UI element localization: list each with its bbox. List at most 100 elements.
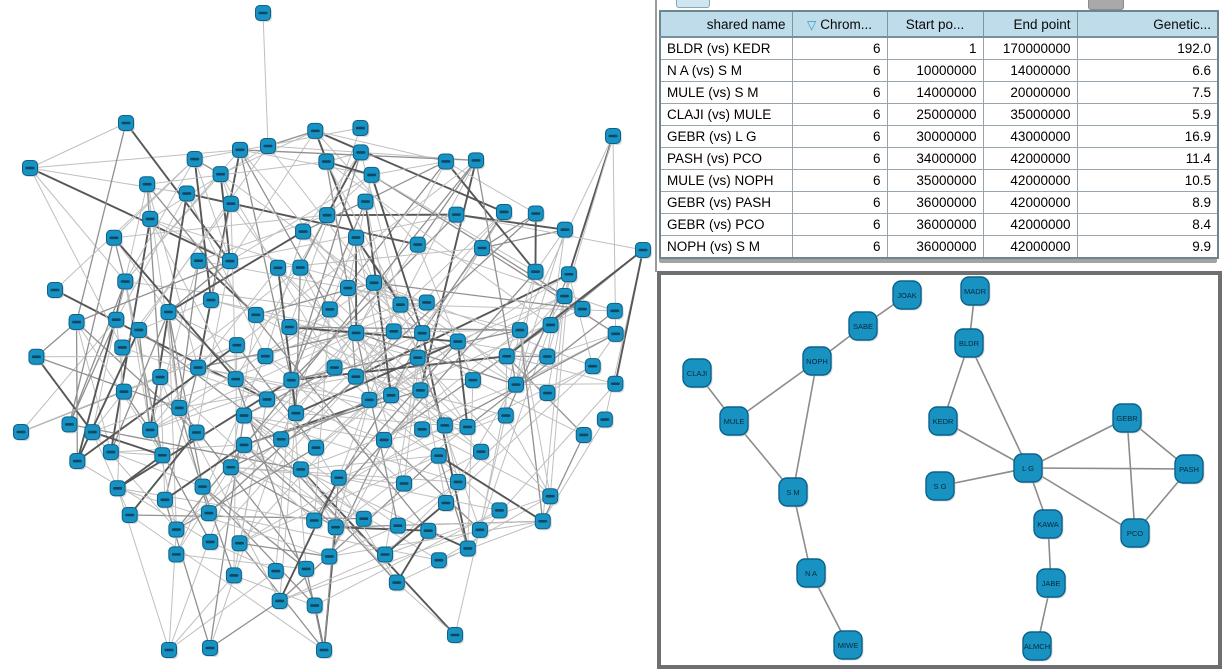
network-node-jabe[interactable] [1036, 568, 1066, 598]
table-cell[interactable]: 7.5 [1076, 81, 1219, 104]
column-header-end-point[interactable]: End point [982, 10, 1078, 38]
table-cell[interactable]: 5.9 [1076, 103, 1219, 126]
table-cell[interactable]: 35000000 [982, 103, 1078, 126]
detail-network-canvas[interactable]: JOAK SABE NOPH CLAJI MULE S M N A MIWE MADR BLDR K… [661, 275, 1218, 665]
column-header-chrom[interactable]: ▽ Chrom... [791, 10, 888, 38]
table-cell[interactable]: 6 [791, 103, 888, 126]
table-cell[interactable]: GEBR (vs) PCO [659, 213, 793, 236]
table-cell[interactable]: N A (vs) S M [659, 59, 793, 82]
table-cell[interactable]: 1 [886, 36, 984, 60]
table-cell[interactable]: 192.0 [1076, 36, 1219, 60]
table-cell[interactable]: 16.9 [1076, 125, 1219, 148]
network-node-sabe[interactable] [848, 311, 878, 341]
pane-divider[interactable] [655, 0, 657, 272]
table-cell[interactable]: 6.6 [1076, 59, 1219, 82]
table-cell[interactable]: BLDR (vs) KEDR [659, 36, 793, 60]
network-edge [396, 530, 430, 584]
table-cell[interactable]: 20000000 [982, 81, 1078, 104]
node-label: L G [1022, 464, 1034, 473]
network-node-pco[interactable] [1120, 518, 1150, 548]
scrollbar-fragment-right[interactable] [1088, 0, 1124, 10]
table-cell[interactable]: 14000000 [886, 81, 984, 104]
table-cell[interactable]: CLAJI (vs) MULE [659, 103, 793, 126]
network-node-madr[interactable] [960, 276, 990, 306]
table-cell[interactable]: 10000000 [886, 59, 984, 82]
table-cell[interactable]: 14000000 [982, 59, 1078, 82]
network-edge [519, 329, 544, 522]
network-edge [113, 214, 328, 239]
network-edge [164, 367, 199, 500]
node-label-smudge [276, 437, 286, 441]
overview-network-canvas[interactable] [0, 0, 655, 669]
network-node-miwe[interactable] [833, 630, 863, 660]
table-cell[interactable]: MULE (vs) NOPH [659, 169, 793, 192]
column-header-shared-name[interactable]: shared name [659, 10, 793, 38]
table-row[interactable]: GEBR (vs) PASH 6 36000000 42000000 8.9 [659, 191, 1219, 214]
table-cell[interactable]: 36000000 [886, 191, 984, 214]
table-cell[interactable]: 36000000 [886, 213, 984, 236]
network-node-n-a[interactable] [796, 558, 826, 588]
network-node-noph[interactable] [802, 346, 832, 376]
network-node-kawa[interactable] [1033, 509, 1063, 539]
network-node-s-m[interactable] [778, 477, 808, 507]
table-cell[interactable]: 43000000 [982, 125, 1078, 148]
table-cell[interactable]: NOPH (vs) S M [659, 235, 793, 259]
scrollbar-fragment-left[interactable] [676, 0, 710, 8]
table-cell[interactable]: 6 [791, 169, 888, 192]
table-cell[interactable]: 42000000 [982, 191, 1078, 214]
table-cell[interactable]: 6 [791, 36, 888, 60]
table-cell[interactable]: 8.4 [1076, 213, 1219, 236]
table-cell[interactable]: 6 [791, 81, 888, 104]
table-cell[interactable]: 11.4 [1076, 147, 1219, 170]
network-node-bldr[interactable] [954, 328, 984, 358]
network-edge [76, 321, 112, 453]
table-cell[interactable]: 6 [791, 235, 888, 259]
table-cell[interactable]: MULE (vs) S M [659, 81, 793, 104]
table-cell[interactable]: GEBR (vs) L G [659, 125, 793, 148]
column-header-genetic[interactable]: Genetic... [1076, 10, 1219, 38]
table-cell[interactable]: 36000000 [886, 235, 984, 259]
network-edge [614, 249, 644, 384]
table-cell[interactable]: 35000000 [886, 169, 984, 192]
network-node-l-g[interactable] [1013, 453, 1043, 483]
table-row[interactable]: PASH (vs) PCO 6 34000000 42000000 11.4 [659, 147, 1219, 170]
table-cell[interactable]: 30000000 [886, 125, 984, 148]
table-cell[interactable]: 6 [791, 191, 888, 214]
network-node-mule[interactable] [719, 406, 749, 436]
table-cell[interactable]: 42000000 [982, 235, 1078, 259]
table-row[interactable]: NOPH (vs) S M 6 36000000 42000000 9.9 [659, 235, 1219, 259]
table-cell[interactable]: 6 [791, 125, 888, 148]
network-node-joak[interactable] [892, 280, 922, 310]
table-cell[interactable]: 10.5 [1076, 169, 1219, 192]
table-cell[interactable]: 9.9 [1076, 235, 1219, 259]
network-node-s-g[interactable] [925, 471, 955, 501]
table-row[interactable]: MULE (vs) S M 6 14000000 20000000 7.5 [659, 81, 1219, 104]
table-row[interactable]: MULE (vs) NOPH 6 35000000 42000000 10.5 [659, 169, 1219, 192]
table-cell[interactable]: 34000000 [886, 147, 984, 170]
table-row[interactable]: GEBR (vs) L G 6 30000000 43000000 16.9 [659, 125, 1219, 148]
table-row[interactable]: GEBR (vs) PCO 6 36000000 42000000 8.4 [659, 213, 1219, 236]
table-cell[interactable]: 170000000 [982, 36, 1078, 60]
table-cell[interactable]: 25000000 [886, 103, 984, 126]
network-node-claji[interactable] [682, 358, 712, 388]
table-bottom-scrollbar[interactable] [659, 259, 1217, 263]
table-cell[interactable]: 6 [791, 213, 888, 236]
table-cell[interactable]: 42000000 [982, 147, 1078, 170]
node-label-smudge [311, 446, 321, 449]
table-row[interactable]: N A (vs) S M 6 10000000 14000000 6.6 [659, 59, 1219, 82]
column-header-start-po[interactable]: Start po... [886, 10, 984, 38]
network-node-almch[interactable] [1022, 631, 1052, 661]
table-row[interactable]: CLAJI (vs) MULE 6 25000000 35000000 5.9 [659, 103, 1219, 126]
table-cell[interactable]: GEBR (vs) PASH [659, 191, 793, 214]
table-cell[interactable]: 6 [791, 147, 888, 170]
table-cell[interactable]: 42000000 [982, 169, 1078, 192]
table-row[interactable]: BLDR (vs) KEDR 6 1 170000000 192.0 [659, 36, 1219, 60]
network-node-pash[interactable] [1174, 454, 1204, 484]
network-node-gebr[interactable] [1112, 403, 1142, 433]
table-cell[interactable]: 42000000 [982, 213, 1078, 236]
table-cell[interactable]: PASH (vs) PCO [659, 147, 793, 170]
network-node-kedr[interactable] [928, 406, 958, 436]
table-cell[interactable]: 8.9 [1076, 191, 1219, 214]
filter-icon[interactable]: ▽ [807, 18, 817, 32]
table-cell[interactable]: 6 [791, 59, 888, 82]
